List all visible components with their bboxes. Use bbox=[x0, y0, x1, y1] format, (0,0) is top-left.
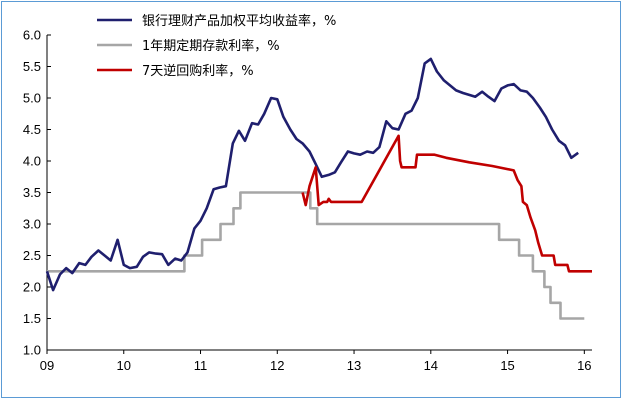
y-tick-label: 3.0 bbox=[23, 217, 41, 232]
y-tick-label: 2.5 bbox=[23, 248, 41, 263]
y-tick-label: 1.5 bbox=[23, 311, 41, 326]
x-tick-label: 12 bbox=[270, 358, 284, 373]
y-tick-label: 1.0 bbox=[23, 343, 41, 358]
x-tick-label: 15 bbox=[500, 358, 514, 373]
y-tick-label: 2.0 bbox=[23, 280, 41, 295]
y-tick-label: 3.5 bbox=[23, 185, 41, 200]
x-tick-label: 13 bbox=[347, 358, 361, 373]
x-tick-label: 11 bbox=[194, 358, 208, 373]
legend-label: 1年期定期存款利率，% bbox=[142, 38, 280, 54]
y-tick-label: 5.0 bbox=[23, 91, 41, 106]
y-tick-label: 4.0 bbox=[23, 154, 41, 169]
y-tick-label: 4.5 bbox=[23, 122, 41, 137]
y-tick-label: 5.5 bbox=[23, 59, 41, 74]
series-line-deposit-rate bbox=[47, 191, 585, 320]
x-tick-label: 10 bbox=[117, 358, 131, 373]
legend: 银行理财产品加权平均收益率，% 1年期定期存款利率，% 7天逆回购利率，% bbox=[97, 13, 336, 79]
axes: 6.0 5.5 5.0 4.5 4.0 3.5 3.0 2.5 2.0 1.5 1.009 10 11 1… bbox=[23, 28, 592, 373]
series-layer bbox=[45, 57, 592, 320]
legend-label: 银行理财产品加权平均收益率，% bbox=[142, 13, 336, 29]
legend-label: 7天逆回购利率，% bbox=[142, 63, 254, 79]
y-tick-label: 6.0 bbox=[23, 28, 41, 43]
series-line-wealth-yield bbox=[45, 57, 579, 292]
series-line-reverse-repo bbox=[301, 134, 592, 273]
x-tick-label: 09 bbox=[40, 358, 54, 373]
x-tick-label: 14 bbox=[424, 358, 438, 373]
x-tick-label: 16 bbox=[577, 358, 591, 373]
